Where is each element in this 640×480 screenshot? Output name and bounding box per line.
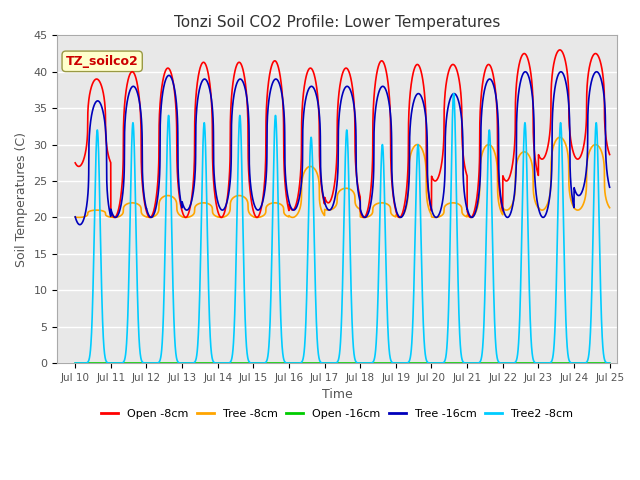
Y-axis label: Soil Temperatures (C): Soil Temperatures (C): [15, 132, 28, 267]
Legend: Open -8cm, Tree -8cm, Open -16cm, Tree -16cm, Tree2 -8cm: Open -8cm, Tree -8cm, Open -16cm, Tree -…: [97, 404, 577, 423]
Title: Tonzi Soil CO2 Profile: Lower Temperatures: Tonzi Soil CO2 Profile: Lower Temperatur…: [174, 15, 500, 30]
Text: TZ_soilco2: TZ_soilco2: [66, 55, 138, 68]
X-axis label: Time: Time: [322, 388, 353, 401]
